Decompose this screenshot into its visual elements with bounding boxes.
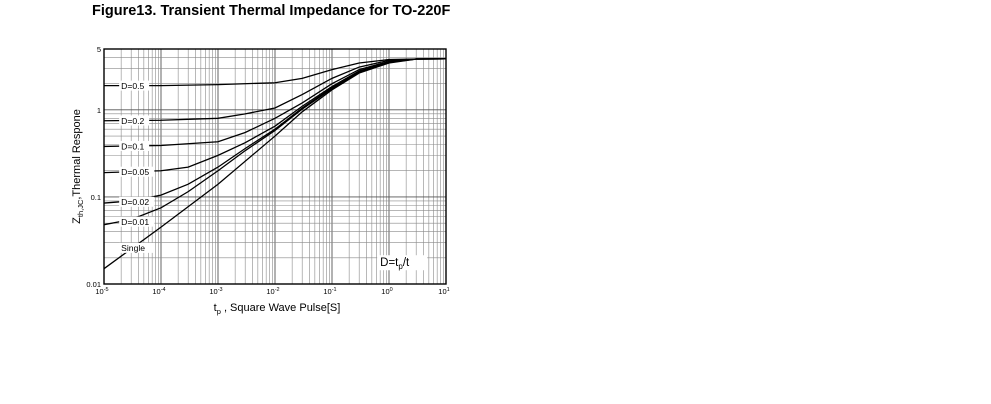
series-label-bg — [119, 196, 155, 207]
x-tick-label: 10-4 — [152, 287, 165, 296]
x-tick-label: 100 — [381, 287, 392, 296]
duty-annotation-main: D=t — [380, 257, 399, 269]
series-label-bg — [119, 115, 150, 126]
x-tick-label: 10-3 — [209, 287, 222, 296]
duty-annotation-sub: p — [398, 262, 403, 271]
series-label-bg — [119, 216, 155, 227]
y-axis-label-sub: th,JC — [76, 199, 85, 217]
y-tick-label: 0.1 — [91, 193, 101, 202]
y-axis-label-rest: ,Thermal Respone — [71, 109, 83, 200]
y-axis-label-main: Z — [71, 217, 83, 224]
x-axis-label: tp , Square Wave Pulse[S] — [214, 302, 341, 316]
series-label: D=0.1 — [121, 141, 144, 151]
series-label-bg — [119, 140, 150, 151]
duty-annotation-rest: /t — [403, 257, 410, 269]
duty-cycle-annotation: D=tp/t — [380, 257, 410, 271]
annotation-bg — [377, 255, 428, 271]
figure-title: Figure13. Transient Thermal Impedance fo… — [92, 3, 451, 19]
x-tick-label: 10-1 — [323, 287, 336, 296]
x-tick-label: 101 — [438, 287, 449, 296]
series-label-bg — [119, 80, 150, 91]
series-label: D=0.01 — [121, 217, 149, 227]
series-line-Single — [103, 58, 447, 270]
x-tick-label: 10-5 — [95, 287, 108, 296]
series-label-bg — [119, 166, 155, 177]
series-label: D=0.02 — [121, 197, 149, 207]
series-label-bg — [119, 242, 155, 253]
y-axis-label: Zth,JC,Thermal Respone — [71, 109, 85, 224]
series-label: D=0.2 — [121, 116, 144, 126]
y-tick-label: 5 — [97, 45, 101, 54]
series-label: D=0.05 — [121, 167, 149, 177]
x-tick-label: 10-2 — [266, 287, 279, 296]
x-axis-label-sub: p — [217, 307, 221, 316]
series-line-D=0.2 — [103, 58, 447, 122]
series-label: D=0.5 — [121, 81, 144, 91]
x-axis-label-main: t — [214, 302, 217, 314]
series-label: Single — [121, 243, 145, 253]
y-tick-label: 1 — [97, 106, 101, 115]
x-axis-label-rest: , Square Wave Pulse[S] — [221, 302, 340, 314]
y-tick-label: 0.01 — [86, 280, 101, 289]
plot-frame — [103, 48, 447, 285]
